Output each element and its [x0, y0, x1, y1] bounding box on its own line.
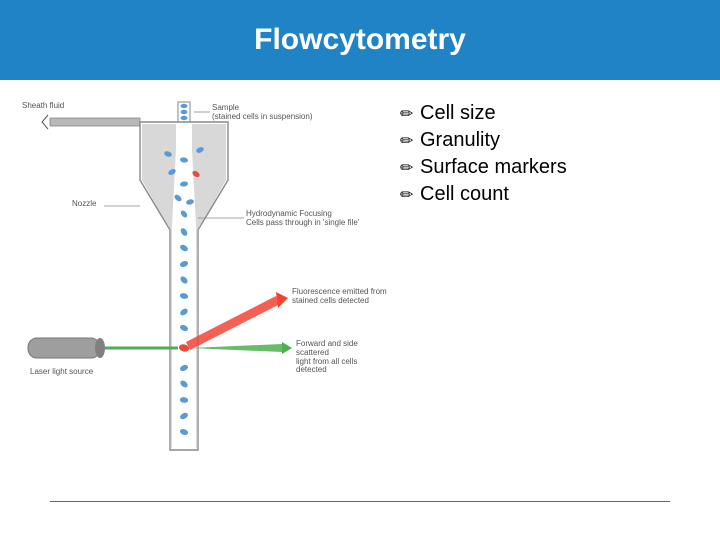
label-sample-text: Sample [212, 103, 239, 112]
footer-divider [50, 501, 670, 502]
scatter-arrow-icon [282, 342, 292, 354]
bullet-list: ✏ Cell size ✏ Granulity ✏ Surface marker… [400, 102, 700, 210]
slide-header: Flowcytometry [0, 0, 720, 80]
label-hydrodynamic: Hydrodynamic Focusing Cells pass through… [246, 210, 359, 228]
cell-icon [181, 116, 188, 120]
label-scatter-text: Forward and side scattered [296, 339, 358, 357]
fluorescence-beam-icon [186, 296, 280, 350]
label-fluorescence-text: Fluorescence emitted from [292, 287, 387, 296]
label-fluorescence-sub: stained cells detected [292, 296, 369, 305]
laser-lens-icon [95, 338, 105, 358]
slide-title: Flowcytometry [254, 23, 466, 57]
bullet-label: Cell count [420, 183, 509, 206]
label-fluorescence: Fluorescence emitted from stained cells … [292, 288, 387, 306]
bullet-item: ✏ Cell size [400, 102, 700, 125]
slide-content: Sheath fluid Sample (stained cells in su… [0, 80, 720, 500]
bullet-icon: ✏ [400, 104, 418, 124]
sheath-pipe [50, 118, 140, 126]
sheath-arrow-icon [42, 115, 48, 129]
label-laser: Laser light source [30, 368, 93, 377]
cell-icon [181, 104, 188, 108]
bullet-label: Cell size [420, 102, 496, 125]
bullet-label: Surface markers [420, 156, 567, 179]
label-sample: Sample (stained cells in suspension) [212, 104, 313, 122]
label-hydrodynamic-text: Hydrodynamic Focusing [246, 209, 332, 218]
bullet-icon: ✏ [400, 185, 418, 205]
flowcytometry-diagram: Sheath fluid Sample (stained cells in su… [20, 90, 390, 490]
label-scatter-sub: light from all cells detected [296, 357, 357, 375]
label-hydrodynamic-sub: Cells pass through in 'single file' [246, 218, 359, 227]
label-nozzle: Nozzle [72, 200, 96, 209]
bullet-icon: ✏ [400, 131, 418, 151]
bullet-item: ✏ Surface markers [400, 156, 700, 179]
scatter-beam-icon [190, 344, 282, 352]
laser-body-icon [28, 338, 100, 358]
label-sample-sub: (stained cells in suspension) [212, 112, 313, 121]
bullet-item: ✏ Cell count [400, 183, 700, 206]
label-scatter: Forward and side scattered light from al… [296, 340, 390, 375]
bullet-item: ✏ Granulity [400, 129, 700, 152]
bullet-icon: ✏ [400, 158, 418, 178]
cell-icon [181, 110, 188, 114]
label-sheath-fluid: Sheath fluid [22, 102, 64, 111]
fluorescence-arrow-icon [276, 292, 288, 308]
bullet-label: Granulity [420, 129, 500, 152]
